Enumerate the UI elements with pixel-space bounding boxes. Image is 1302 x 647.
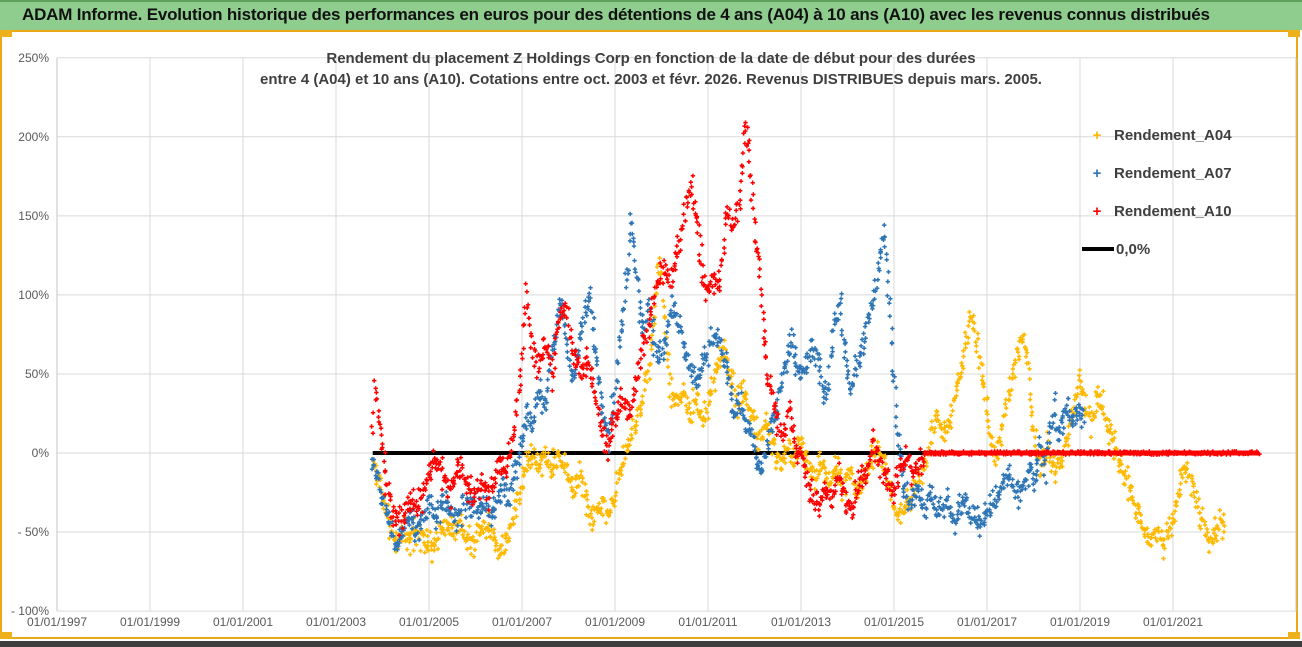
legend-label: 0,0% xyxy=(1116,240,1151,258)
y-axis-label: 250% xyxy=(18,51,49,65)
series-Rendement_A07 xyxy=(369,211,1087,552)
y-axis-label: 200% xyxy=(18,130,49,144)
chart-title: Rendement du placement Z Holdings Corp e… xyxy=(151,48,1151,90)
plus-marker-icon: + xyxy=(1092,164,1102,182)
y-axis-label: 50% xyxy=(25,367,49,381)
y-axis-label: - 50% xyxy=(18,525,50,539)
chart-title-line2: entre 4 (A04) et 10 ans (A10). Cotations… xyxy=(260,71,1042,88)
frame-corner-icon xyxy=(1288,632,1300,639)
x-axis-label: 01/01/2019 xyxy=(1050,615,1110,629)
x-axis-label: 01/01/2003 xyxy=(306,615,366,629)
x-axis-label: 01/01/2009 xyxy=(585,615,645,629)
legend-label: Rendement_A04 xyxy=(1114,126,1232,144)
x-axis-label: 01/01/2011 xyxy=(678,615,737,629)
page-title: ADAM Informe. Evolution historique des p… xyxy=(22,5,1210,24)
x-axis-label: 01/01/2013 xyxy=(771,615,831,629)
legend-item-a04[interactable]: + Rendement_A04 xyxy=(1082,116,1282,154)
frame-corner-icon xyxy=(0,632,12,639)
y-axis-label: 150% xyxy=(18,209,49,223)
series-Rendement_A04 xyxy=(370,255,1227,565)
x-axis-label: 01/01/1999 xyxy=(120,615,180,629)
chart-title-line1: Rendement du placement Z Holdings Corp e… xyxy=(326,50,976,67)
x-axis-label: 01/01/2007 xyxy=(492,615,552,629)
x-axis-label: 01/01/2015 xyxy=(864,615,924,629)
y-axis-label: 100% xyxy=(18,288,49,302)
legend-item-a07[interactable]: + Rendement_A07 xyxy=(1082,154,1282,192)
plus-marker-icon: + xyxy=(1092,202,1102,220)
x-axis-label: 01/01/2017 xyxy=(957,615,1017,629)
series-Rendement_A10 xyxy=(369,120,1262,538)
legend-label: Rendement_A07 xyxy=(1114,164,1232,182)
legend-item-a10[interactable]: + Rendement_A10 xyxy=(1082,192,1282,230)
legend-label: Rendement_A10 xyxy=(1114,202,1232,220)
frame-corner-icon xyxy=(0,30,12,37)
x-axis-label: 01/01/2001 xyxy=(213,615,273,629)
y-axis-label: - 100% xyxy=(11,604,49,618)
chart-frame xyxy=(0,30,1298,639)
header-bar: ADAM Informe. Evolution historique des p… xyxy=(0,0,1302,30)
plus-marker-icon: + xyxy=(1092,126,1102,144)
x-axis-label: 01/01/2021 xyxy=(1143,615,1203,629)
zero-line-swatch-icon xyxy=(1082,247,1114,251)
legend-item-zero-line[interactable]: 0,0% xyxy=(1082,230,1282,268)
y-axis-label: 0% xyxy=(32,446,50,460)
x-axis-label: 01/01/2005 xyxy=(399,615,459,629)
frame-corner-icon xyxy=(1288,30,1300,37)
window-bottom-edge xyxy=(0,641,1302,647)
x-axis-label: 01/01/1997 xyxy=(27,615,87,629)
chart-legend: + Rendement_A04 + Rendement_A07 + Rendem… xyxy=(1082,116,1282,268)
